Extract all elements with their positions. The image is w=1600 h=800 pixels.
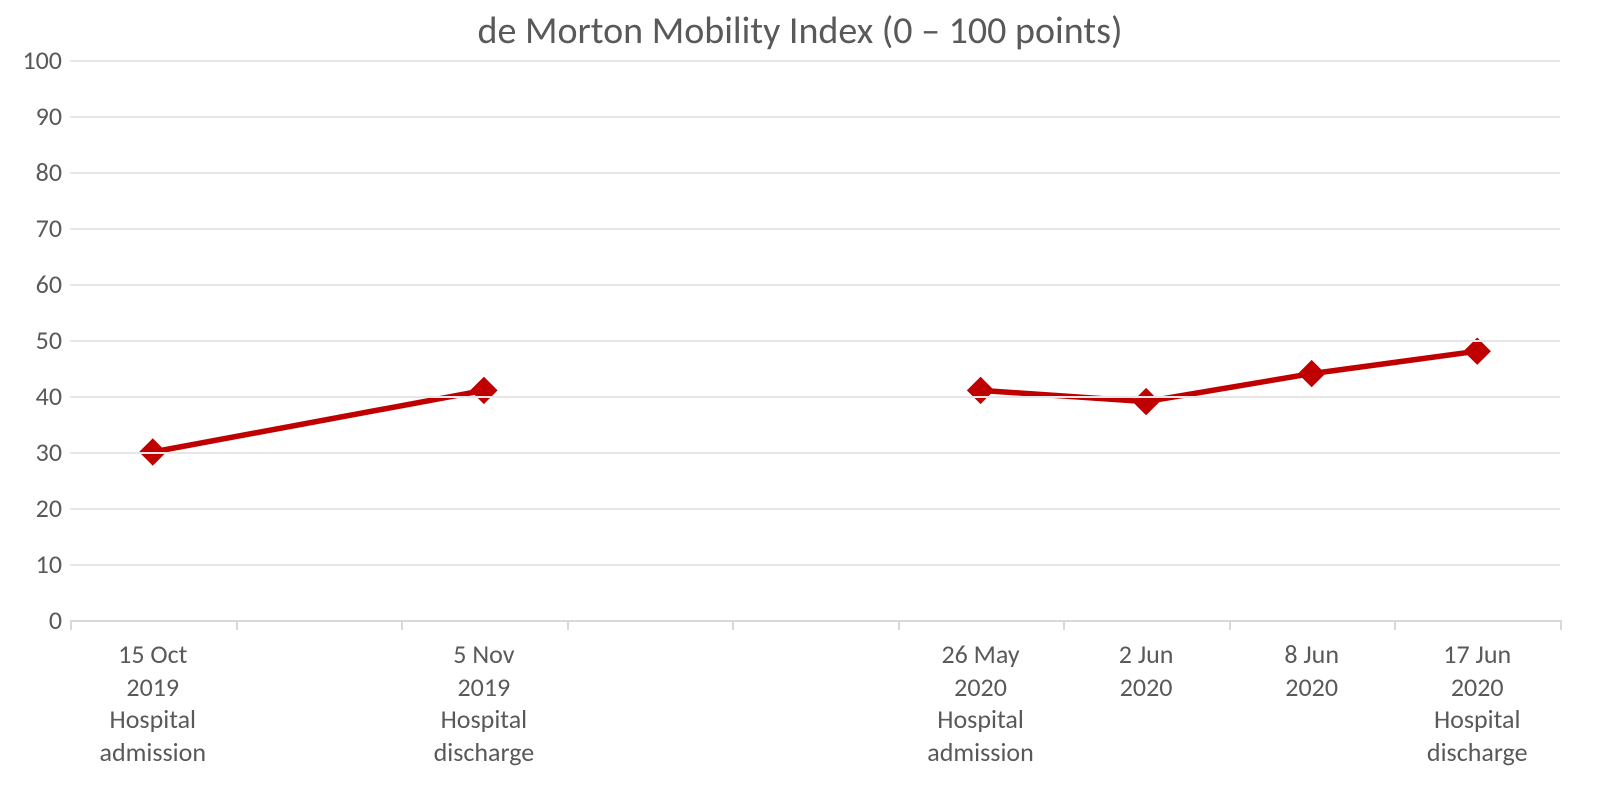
gridline xyxy=(70,340,1560,342)
data-line xyxy=(153,390,484,452)
x-axis-tick-label: 8 Jun 2020 xyxy=(1224,638,1400,703)
data-marker xyxy=(968,377,994,403)
x-axis-tick-label: 5 Nov 2019 Hospital discharge xyxy=(396,638,572,768)
x-axis-tick-mark xyxy=(567,620,569,630)
data-marker xyxy=(471,377,497,403)
x-axis-tick-mark xyxy=(1229,620,1231,630)
gridline xyxy=(70,116,1560,118)
x-axis-tick-label: 15 Oct 2019 Hospital admission xyxy=(65,638,241,768)
x-axis-tick-label: 26 May 2020 Hospital admission xyxy=(893,638,1069,768)
data-line xyxy=(981,351,1478,401)
y-axis-tick-label: 50 xyxy=(2,324,62,356)
x-axis-tick-mark xyxy=(1394,620,1396,630)
gridline xyxy=(70,396,1560,398)
gridline xyxy=(70,564,1560,566)
x-axis-tick-mark xyxy=(236,620,238,630)
y-axis-tick-label: 20 xyxy=(2,492,62,524)
gridline xyxy=(70,228,1560,230)
x-axis-tick-mark xyxy=(1063,620,1065,630)
gridline xyxy=(70,172,1560,174)
y-axis-tick-label: 40 xyxy=(2,380,62,412)
y-axis-tick-label: 30 xyxy=(2,436,62,468)
y-axis-tick-label: 0 xyxy=(2,604,62,636)
y-axis-tick-label: 90 xyxy=(2,100,62,132)
x-axis-line xyxy=(70,620,1560,622)
x-axis-tick-mark xyxy=(70,620,72,630)
x-axis-tick-mark xyxy=(898,620,900,630)
data-marker xyxy=(1464,338,1490,364)
gridline xyxy=(70,508,1560,510)
plot-area xyxy=(70,60,1560,620)
gridline xyxy=(70,60,1560,62)
y-axis-tick-label: 10 xyxy=(2,548,62,580)
x-axis-tick-mark xyxy=(732,620,734,630)
data-marker xyxy=(1299,361,1325,387)
x-axis-tick-label: 17 Jun 2020 Hospital discharge xyxy=(1389,638,1565,768)
x-axis-tick-mark xyxy=(401,620,403,630)
y-axis-tick-label: 100 xyxy=(2,44,62,76)
gridline xyxy=(70,452,1560,454)
gridline xyxy=(70,284,1560,286)
x-axis-tick-mark xyxy=(1560,620,1562,630)
y-axis-tick-label: 80 xyxy=(2,156,62,188)
chart-title: de Morton Mobility Index (0 – 100 points… xyxy=(0,8,1600,54)
x-axis-tick-label: 2 Jun 2020 xyxy=(1058,638,1234,703)
y-axis-tick-label: 70 xyxy=(2,212,62,244)
data-marker xyxy=(1133,389,1159,415)
y-axis-tick-label: 60 xyxy=(2,268,62,300)
